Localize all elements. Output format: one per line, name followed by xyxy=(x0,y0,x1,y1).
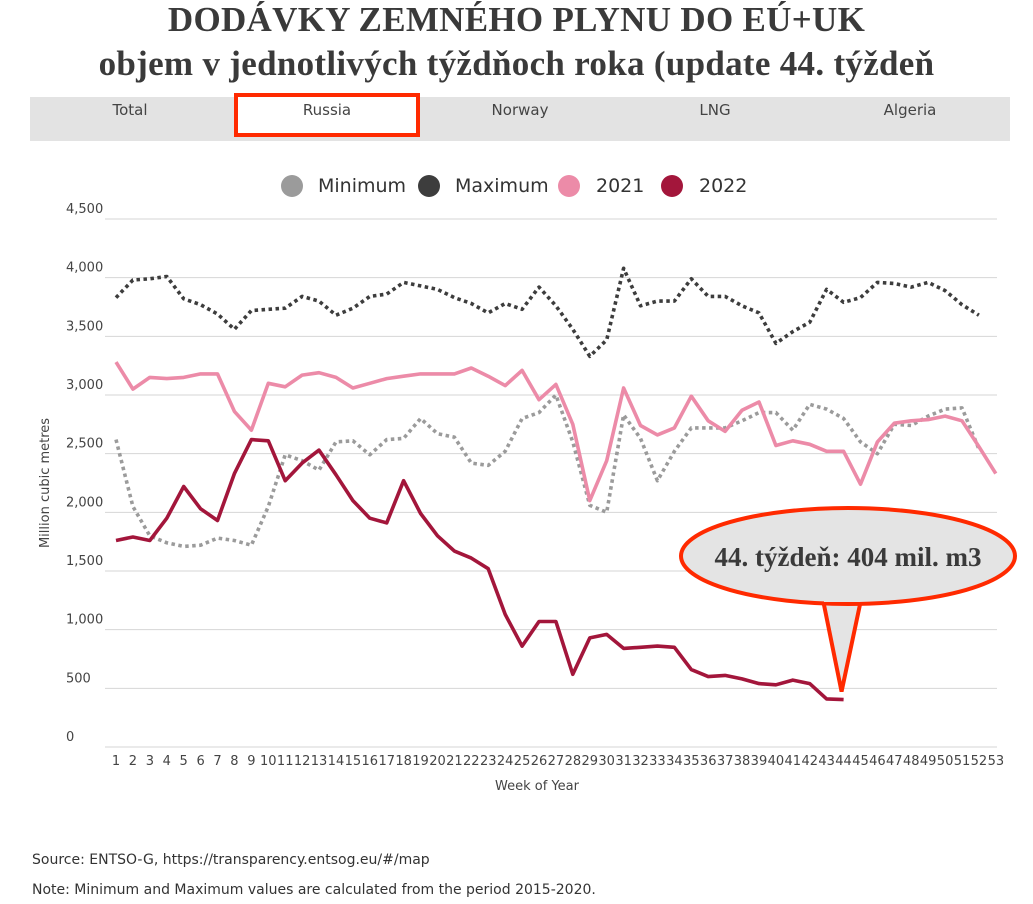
x-tick-label: 12 xyxy=(294,754,311,769)
tab-norway[interactable]: Norway xyxy=(491,101,549,119)
methodology-note: Note: Minimum and Maximum values are cal… xyxy=(32,882,596,898)
x-tick-label: 42 xyxy=(801,754,818,769)
y-tick-label: 500 xyxy=(66,671,91,686)
x-tick-label: 35 xyxy=(683,754,700,769)
x-tick-label: 34 xyxy=(666,754,683,769)
y-tick-label: 3,500 xyxy=(66,319,103,334)
x-tick-label: 52 xyxy=(971,754,988,769)
x-tick-label: 1 xyxy=(112,754,120,769)
x-tick-label: 5 xyxy=(180,754,188,769)
x-tick-label: 32 xyxy=(632,754,649,769)
chart-title-line1: DODÁVKY ZEMNÉHO PLYNU DO EÚ+UK xyxy=(167,0,866,39)
x-tick-label: 14 xyxy=(328,754,345,769)
source-note: Source: ENTSO-G, https://transparency.en… xyxy=(32,852,430,868)
x-tick-label: 33 xyxy=(649,754,666,769)
x-tick-label: 38 xyxy=(734,754,751,769)
y-tick-label: 0 xyxy=(66,730,74,745)
x-tick-label: 3 xyxy=(146,754,154,769)
legend-label: 2022 xyxy=(699,175,747,197)
x-tick-label: 23 xyxy=(480,754,497,769)
tab-russia[interactable]: Russia xyxy=(234,93,420,137)
y-tick-label: 3,000 xyxy=(66,378,103,393)
tab-algeria[interactable]: Algeria xyxy=(883,101,937,119)
y-tick-label: 1,500 xyxy=(66,554,103,569)
y-tick-label: 4,000 xyxy=(66,261,103,276)
x-tick-label: 16 xyxy=(362,754,379,769)
x-tick-label: 44 xyxy=(835,754,852,769)
x-tick-label: 17 xyxy=(378,754,395,769)
x-tick-label: 53 xyxy=(988,754,1005,769)
x-tick-label: 37 xyxy=(717,754,734,769)
x-tick-label: 10 xyxy=(260,754,277,769)
x-tick-label: 21 xyxy=(446,754,463,769)
country-tab-bar: Total Russia Norway LNG Algeria xyxy=(30,93,1010,141)
x-tick-label: 51 xyxy=(954,754,971,769)
x-tick-label: 49 xyxy=(920,754,937,769)
x-tick-label: 45 xyxy=(852,754,869,769)
legend-label: 2021 xyxy=(596,175,644,197)
x-tick-label: 4 xyxy=(163,754,171,769)
x-tick-label: 29 xyxy=(581,754,598,769)
legend-marker xyxy=(661,175,683,197)
legend-marker xyxy=(281,175,303,197)
x-tick-label: 46 xyxy=(869,754,886,769)
x-tick-label: 8 xyxy=(230,754,238,769)
x-tick-label: 9 xyxy=(247,754,255,769)
x-tick-label: 2 xyxy=(129,754,137,769)
legend-label: Maximum xyxy=(455,175,549,197)
x-tick-label: 24 xyxy=(497,754,514,769)
y-tick-label: 2,000 xyxy=(66,495,103,510)
chart-title-line2: objem v jednotlivých týždňoch roka (upda… xyxy=(98,44,935,83)
x-tick-label: 31 xyxy=(615,754,632,769)
x-tick-label: 19 xyxy=(412,754,429,769)
x-tick-label: 6 xyxy=(196,754,204,769)
x-tick-label: 13 xyxy=(311,754,328,769)
series-2021-line xyxy=(114,361,998,503)
x-tick-label: 30 xyxy=(598,754,615,769)
x-tick-label: 11 xyxy=(277,754,294,769)
legend-marker xyxy=(558,175,580,197)
x-tick-label: 20 xyxy=(429,754,446,769)
legend-label: Minimum xyxy=(318,175,406,197)
tab-lng[interactable]: LNG xyxy=(699,101,731,119)
x-tick-label: 25 xyxy=(514,754,531,769)
x-tick-label: 39 xyxy=(751,754,768,769)
callout-text: 44. týždeň: 404 mil. m3 xyxy=(715,542,982,572)
x-tick-label: 47 xyxy=(886,754,903,769)
legend-marker xyxy=(418,175,440,197)
y-tick-label: 4,500 xyxy=(66,202,103,217)
y-axis-title: Million cubic metres xyxy=(38,418,53,548)
y-tick-label: 2,500 xyxy=(66,437,103,452)
callout-join xyxy=(824,590,860,602)
tab-total[interactable]: Total xyxy=(112,101,148,119)
x-axis-title: Week of Year xyxy=(495,779,580,794)
y-tick-label: 1,000 xyxy=(66,613,103,628)
x-tick-label: 41 xyxy=(785,754,802,769)
x-tick-label: 27 xyxy=(548,754,565,769)
x-tick-label: 50 xyxy=(937,754,954,769)
x-tick-label: 43 xyxy=(818,754,835,769)
x-tick-label: 18 xyxy=(395,754,412,769)
series-maximum-line xyxy=(114,266,980,359)
x-tick-label: 36 xyxy=(700,754,717,769)
x-tick-label: 26 xyxy=(531,754,548,769)
callout-bubble xyxy=(679,506,1017,606)
x-tick-label: 40 xyxy=(768,754,785,769)
callout-tail xyxy=(819,593,865,693)
x-tick-label: 22 xyxy=(463,754,480,769)
series-2022-line xyxy=(115,437,844,702)
x-tick-label: 15 xyxy=(345,754,362,769)
x-tick-label: 7 xyxy=(213,754,221,769)
x-tick-label: 48 xyxy=(903,754,920,769)
x-tick-label: 28 xyxy=(565,754,582,769)
